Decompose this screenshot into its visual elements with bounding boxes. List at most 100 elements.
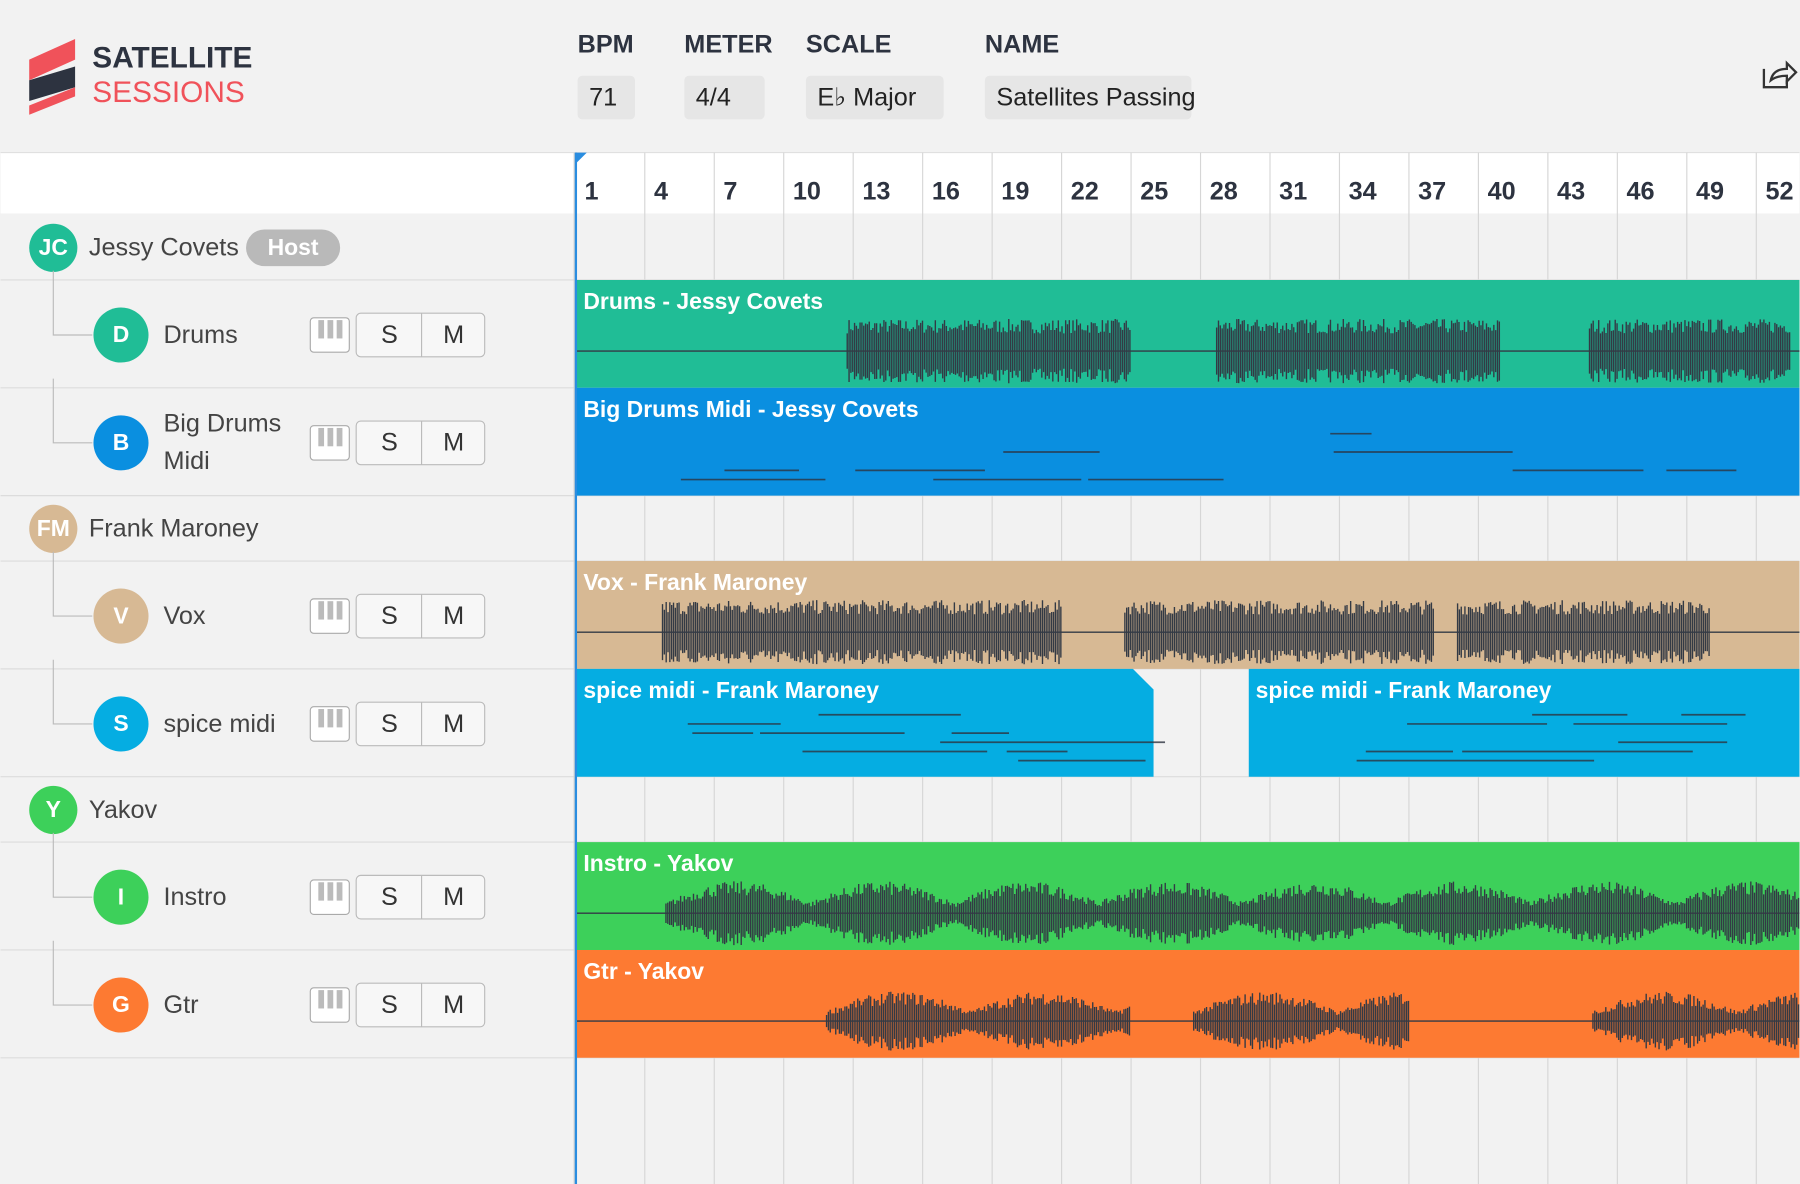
mute-button[interactable]: M (443, 991, 464, 1019)
field-value: 71 (589, 83, 617, 111)
ruler-label: 16 (932, 177, 960, 205)
ruler-label: 28 (1210, 177, 1238, 205)
track-avatar (93, 588, 149, 644)
piano-button[interactable] (309, 706, 350, 742)
piano-button[interactable] (309, 879, 350, 915)
field-value: E♭ Major (817, 83, 916, 111)
piano-button[interactable] (309, 598, 350, 634)
track-name: Drums (163, 319, 238, 349)
clip-label: Drums - Jessy Covets (583, 288, 823, 314)
solo-mute-group[interactable] (355, 420, 486, 466)
mute-button[interactable]: M (443, 883, 464, 911)
track-initial: D (113, 321, 130, 347)
field-label: SCALE (806, 31, 892, 59)
share-icon[interactable] (1762, 60, 1798, 89)
piano-key (327, 601, 334, 620)
solo-mute-group[interactable] (355, 312, 486, 358)
waveform (576, 881, 1800, 946)
host-badge-text: Host (268, 234, 319, 260)
field-box[interactable] (577, 75, 635, 120)
mute-button[interactable]: M (443, 321, 464, 349)
piano-key (327, 990, 334, 1009)
ruler-bg (0, 152, 1800, 214)
piano-key (318, 882, 325, 901)
tree-connector (52, 270, 93, 336)
field-label: BPM (578, 31, 634, 59)
solo-mute-group[interactable] (355, 874, 486, 920)
solo-button[interactable]: S (381, 429, 398, 457)
tree-connector (52, 378, 93, 444)
clip[interactable] (576, 949, 1800, 1058)
solo-button[interactable]: S (381, 710, 398, 738)
piano-key (318, 601, 325, 620)
user-name: Frank Maroney (89, 515, 259, 543)
track-avatar (93, 869, 149, 925)
piano-button[interactable] (309, 317, 350, 353)
mute-button[interactable]: M (443, 429, 464, 457)
solo-mute-group[interactable] (355, 593, 486, 639)
piano-key (336, 882, 343, 901)
mute-button[interactable]: M (443, 602, 464, 630)
track-initial: V (113, 602, 129, 628)
clip[interactable] (576, 387, 1800, 496)
host-badge (246, 229, 341, 267)
track-initial: B (113, 429, 130, 455)
piano-key (318, 320, 325, 339)
piano-key (327, 320, 334, 339)
field-label: METER (684, 31, 772, 59)
piano-key (318, 427, 325, 447)
avatar (29, 223, 78, 272)
field-box[interactable] (984, 75, 1192, 120)
solo-button[interactable]: S (381, 883, 398, 911)
piano-key (318, 990, 325, 1009)
track-initial: S (113, 710, 128, 736)
track-name: Gtr (163, 989, 199, 1019)
clip[interactable] (576, 668, 1154, 777)
field-box[interactable] (684, 75, 765, 120)
field-label: NAME (985, 31, 1059, 59)
track-initial: I (118, 883, 124, 909)
ruler-label: 37 (1418, 177, 1446, 205)
ruler-label: 43 (1557, 177, 1585, 205)
solo-button[interactable]: S (381, 602, 398, 630)
avatar-initials: Y (46, 796, 61, 822)
track-name: spice midi (163, 708, 276, 738)
tree-connector (52, 940, 93, 1006)
piano-key (327, 882, 334, 901)
piano-key (336, 601, 343, 620)
solo-button[interactable]: S (381, 991, 398, 1019)
piano-key (336, 320, 343, 339)
logo-line: SATELLITE (92, 42, 252, 75)
piano-key (336, 427, 343, 447)
track-name: Vox (163, 600, 206, 630)
track-initial: G (112, 991, 130, 1017)
solo-button[interactable]: S (381, 321, 398, 349)
solo-mute-group[interactable] (355, 982, 486, 1028)
track-name-box: Instro (163, 882, 226, 911)
midi-notes (680, 432, 1737, 481)
mute-button[interactable]: M (443, 710, 464, 738)
avatar (29, 504, 78, 553)
logo-line: SESSIONS (92, 76, 244, 109)
piano-button[interactable] (309, 987, 350, 1023)
solo-mute-group[interactable] (355, 701, 486, 747)
track-name: Big Drums Midi (163, 408, 282, 475)
logo (29, 39, 76, 115)
user-name: Yakov (89, 796, 158, 824)
field-box[interactable] (805, 75, 944, 120)
ruler-label: 19 (1001, 177, 1029, 205)
ruler-label: 31 (1279, 177, 1307, 205)
track-avatar (93, 977, 149, 1033)
track-avatar (93, 415, 149, 471)
track-name-box: Drums (163, 319, 238, 349)
tree-connector (52, 659, 93, 725)
ruler-label: 10 (793, 177, 821, 205)
playhead-marker (575, 152, 587, 165)
clip-label: Instro - Yakov (583, 850, 733, 876)
piano-button[interactable] (309, 425, 350, 461)
waveform (576, 991, 1800, 1051)
clip[interactable] (1248, 668, 1800, 777)
waveform (576, 318, 1800, 384)
ruler-label: 49 (1696, 177, 1724, 205)
